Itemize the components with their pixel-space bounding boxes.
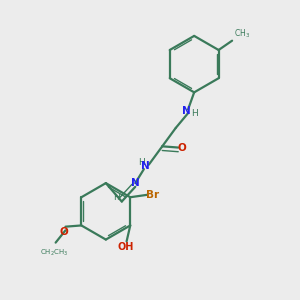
Text: Br: Br [146,190,159,200]
Text: O: O [177,143,186,153]
Text: N: N [142,161,150,171]
Text: H: H [113,193,120,202]
Text: H: H [191,109,197,118]
Text: CH$_3$: CH$_3$ [234,27,250,40]
Text: OH: OH [118,242,134,252]
Text: O: O [59,227,68,237]
Text: H: H [139,158,145,167]
Text: N: N [131,178,140,188]
Text: CH$_2$CH$_3$: CH$_2$CH$_3$ [40,248,69,259]
Text: N: N [182,106,191,116]
